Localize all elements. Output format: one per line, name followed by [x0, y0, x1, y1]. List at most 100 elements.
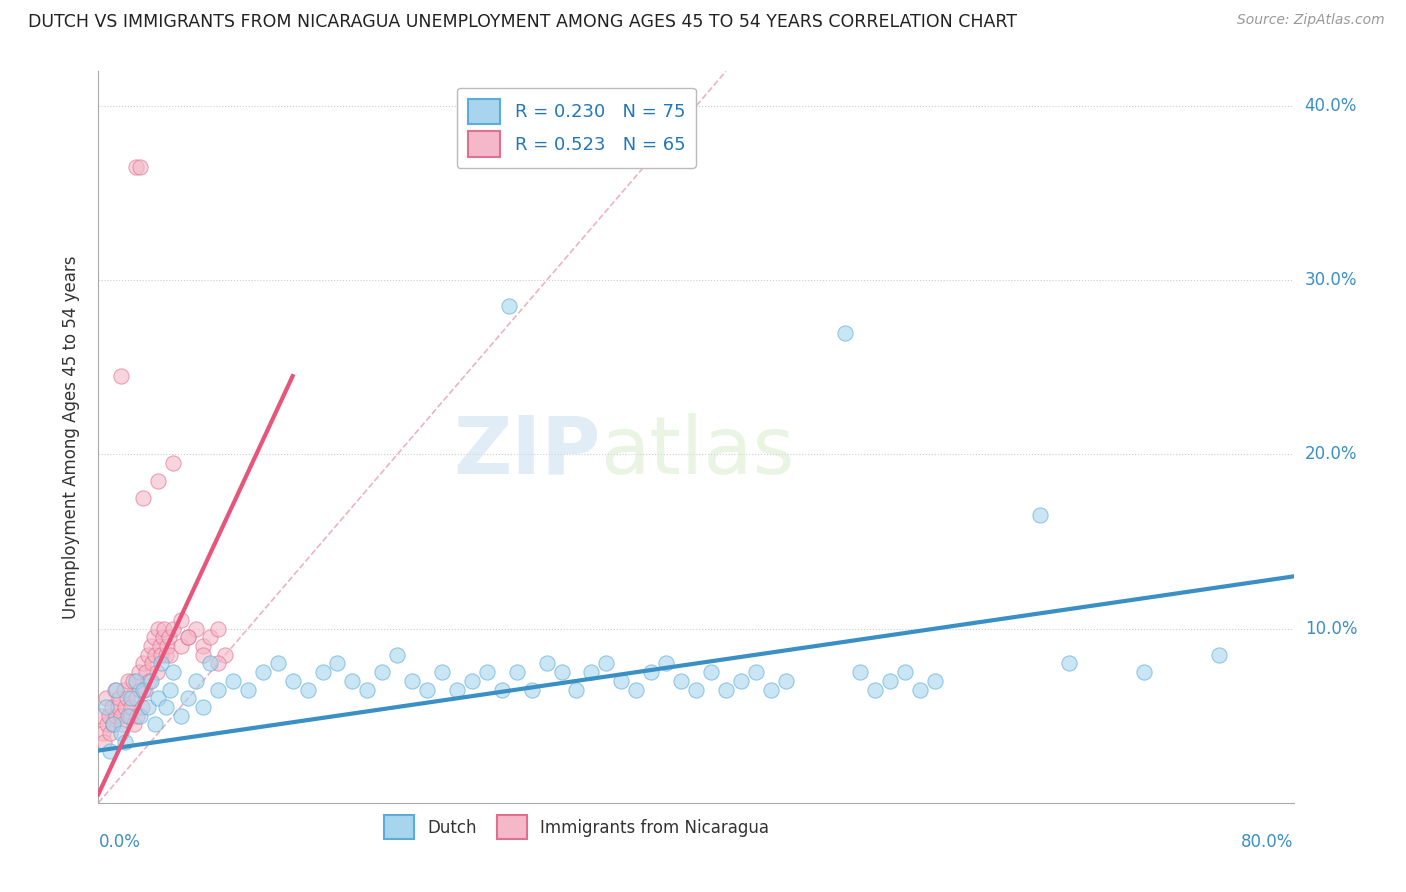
Point: [371, 665, 394, 680]
Point: [191, 700, 214, 714]
Point: [184, 673, 207, 688]
Point: [184, 622, 207, 636]
Point: [143, 717, 166, 731]
Point: [655, 657, 678, 671]
Point: [94, 691, 117, 706]
Text: 40.0%: 40.0%: [1305, 97, 1357, 115]
Point: [191, 648, 214, 662]
Point: [162, 665, 184, 680]
Point: [200, 631, 222, 645]
Legend: Dutch, Immigrants from Nicaragua: Dutch, Immigrants from Nicaragua: [377, 809, 776, 846]
Point: [153, 622, 176, 636]
Point: [105, 682, 128, 697]
Point: [536, 657, 558, 671]
Point: [150, 657, 173, 671]
Point: [111, 717, 134, 731]
Point: [139, 639, 162, 653]
Point: [148, 474, 170, 488]
Point: [581, 665, 603, 680]
Point: [90, 708, 112, 723]
Text: 80.0%: 80.0%: [1241, 833, 1294, 851]
Point: [97, 708, 120, 723]
Text: DUTCH VS IMMIGRANTS FROM NICARAGUA UNEMPLOYMENT AMONG AGES 45 TO 54 YEARS CORREL: DUTCH VS IMMIGRANTS FROM NICARAGUA UNEMP…: [28, 13, 1017, 31]
Point: [461, 673, 484, 688]
Point: [200, 657, 222, 671]
Point: [114, 700, 136, 714]
Point: [267, 657, 290, 671]
Point: [150, 648, 173, 662]
Point: [879, 673, 901, 688]
Point: [177, 631, 200, 645]
Point: [110, 369, 132, 384]
Point: [498, 300, 520, 314]
Point: [177, 691, 200, 706]
Point: [107, 700, 129, 714]
Point: [96, 717, 118, 731]
Point: [132, 682, 155, 697]
Point: [108, 691, 131, 706]
Point: [148, 622, 170, 636]
Point: [125, 673, 148, 688]
Point: [730, 673, 752, 688]
Point: [129, 160, 152, 174]
Point: [1028, 508, 1050, 523]
Point: [281, 673, 304, 688]
Point: [101, 700, 124, 714]
Point: [169, 639, 191, 653]
Point: [120, 691, 142, 706]
Point: [214, 648, 236, 662]
Point: [138, 673, 160, 688]
Point: [207, 657, 229, 671]
Point: [356, 682, 378, 697]
Point: [924, 673, 946, 688]
Point: [416, 682, 439, 697]
Point: [124, 717, 146, 731]
Point: [152, 631, 174, 645]
Point: [143, 648, 166, 662]
Point: [103, 717, 125, 731]
Point: [162, 622, 184, 636]
Point: [114, 735, 136, 749]
Text: atlas: atlas: [600, 413, 794, 491]
Point: [128, 665, 150, 680]
Point: [155, 700, 177, 714]
Point: [132, 491, 155, 505]
Text: ZIP: ZIP: [453, 413, 600, 491]
Point: [157, 631, 180, 645]
Point: [117, 673, 139, 688]
Point: [865, 682, 887, 697]
Point: [565, 682, 588, 697]
Point: [149, 639, 172, 653]
Point: [252, 665, 274, 680]
Point: [155, 648, 177, 662]
Point: [142, 631, 165, 645]
Text: Source: ZipAtlas.com: Source: ZipAtlas.com: [1237, 13, 1385, 28]
Point: [894, 665, 917, 680]
Point: [134, 682, 156, 697]
Point: [125, 160, 148, 174]
Point: [714, 682, 737, 697]
Point: [506, 665, 529, 680]
Point: [700, 665, 723, 680]
Point: [326, 657, 349, 671]
Point: [610, 673, 633, 688]
Text: 20.0%: 20.0%: [1305, 445, 1357, 464]
Point: [98, 726, 122, 740]
Point: [385, 648, 409, 662]
Point: [127, 708, 149, 723]
Point: [640, 665, 662, 680]
Point: [745, 665, 768, 680]
Point: [908, 682, 931, 697]
Point: [148, 691, 170, 706]
Point: [129, 682, 152, 697]
Point: [626, 682, 648, 697]
Point: [129, 708, 152, 723]
Point: [191, 639, 214, 653]
Point: [159, 682, 181, 697]
Point: [207, 682, 229, 697]
Point: [475, 665, 498, 680]
Point: [342, 673, 364, 688]
Point: [117, 708, 139, 723]
Point: [98, 743, 122, 757]
Point: [135, 665, 157, 680]
